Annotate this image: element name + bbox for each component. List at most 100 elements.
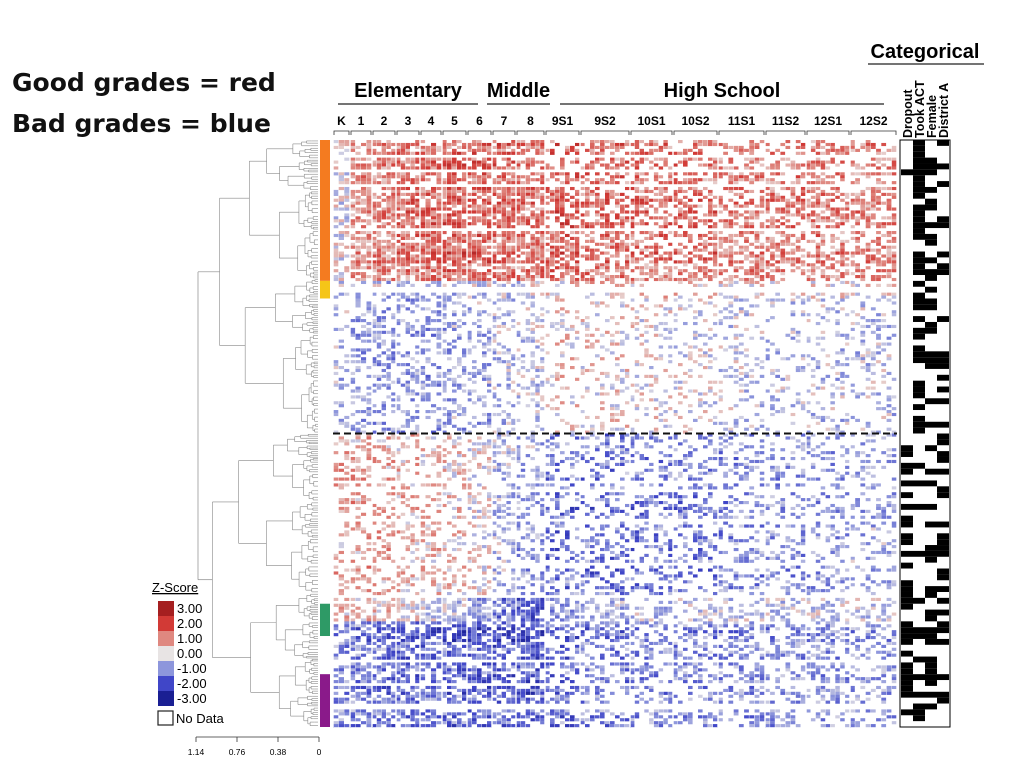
heatmap-cell: [506, 277, 511, 282]
heatmap-cell: [800, 192, 806, 196]
heatmap-cell: [396, 269, 401, 273]
heatmap-cell: [634, 210, 640, 214]
heatmap-cell: [420, 186, 426, 191]
heatmap-cell: [575, 357, 580, 361]
heatmap-cell: [361, 260, 367, 264]
heatmap-cell: [425, 210, 431, 214]
heatmap-cell: [338, 145, 344, 150]
heatmap-cell: [810, 225, 816, 229]
heatmap-cell: [713, 175, 718, 179]
heatmap-cell: [462, 269, 467, 273]
heatmap-cell: [585, 201, 590, 205]
column-bracket: [442, 130, 467, 135]
heatmap-cell: [442, 371, 447, 376]
heatmap-cell: [555, 230, 560, 235]
heatmap-cell: [462, 192, 467, 196]
heatmap-cell: [820, 269, 826, 273]
heatmap-cell: [723, 222, 728, 226]
heatmap-cell: [496, 360, 502, 364]
heatmap-cell: [850, 336, 855, 340]
heatmap-cell: [708, 257, 713, 261]
heatmap-cell: [391, 157, 396, 161]
heatmap-cell: [350, 327, 356, 331]
heatmap-cell: [344, 181, 350, 185]
heatmap-cell: [698, 151, 703, 155]
heatmap-cell: [366, 201, 372, 205]
heatmap-cell: [595, 269, 600, 273]
heatmap-cell: [775, 351, 780, 355]
heatmap-cell: [780, 277, 786, 282]
heatmap-cell: [545, 230, 550, 235]
heatmap-cell: [723, 283, 728, 287]
heatmap-cell: [723, 219, 728, 223]
heatmap-cell: [482, 213, 487, 217]
heatmap-cell: [639, 210, 644, 214]
heatmap-cell: [825, 277, 831, 282]
heatmap-cell: [376, 151, 382, 155]
heatmap-cell: [688, 351, 693, 355]
heatmap-cell: [511, 275, 516, 279]
heatmap-cell: [496, 225, 502, 229]
heatmap-cell: [501, 207, 506, 211]
heatmap-cell: [477, 145, 482, 150]
heatmap-cell: [436, 277, 442, 282]
heatmap-cell: [575, 269, 580, 273]
heatmap-cell: [565, 327, 570, 331]
heatmap-cell: [530, 216, 535, 220]
heatmap-cell: [876, 260, 881, 264]
heatmap-cell: [442, 283, 447, 287]
heatmap-cell: [431, 254, 437, 258]
heatmap-cell: [876, 336, 881, 340]
heatmap-cell: [754, 172, 760, 176]
heatmap-cell: [400, 142, 406, 147]
heatmap-cell: [501, 151, 506, 155]
heatmap-cell: [338, 230, 344, 235]
heatmap-cell: [467, 348, 472, 352]
heatmap-cell: [800, 263, 806, 267]
heatmap-cell: [620, 266, 625, 270]
heatmap-cell: [754, 254, 760, 258]
heatmap-cell: [815, 198, 821, 202]
heatmap-cell: [575, 336, 580, 340]
heatmap-cell: [830, 219, 835, 223]
heatmap-cell: [585, 189, 590, 194]
heatmap-cell: [708, 192, 713, 196]
heatmap-cell: [520, 151, 526, 155]
heatmap-cell: [815, 151, 821, 155]
column-label: 12S1: [814, 114, 842, 128]
heatmap-cell: [535, 248, 540, 252]
heatmap-cell: [759, 257, 765, 261]
heatmap-cell: [590, 277, 595, 282]
heatmap-cell: [501, 142, 506, 147]
heatmap-cell: [350, 275, 356, 279]
heatmap-cell: [333, 363, 339, 367]
heatmap-cell: [815, 366, 821, 370]
heatmap-cell: [386, 198, 391, 202]
heatmap-cell: [698, 266, 703, 270]
heatmap-cell: [496, 195, 502, 199]
heatmap-cell: [355, 181, 361, 185]
heatmap-cell: [590, 151, 595, 155]
heatmap-cell: [410, 210, 415, 214]
heatmap-cell: [555, 251, 560, 255]
heatmap-cell: [436, 222, 442, 226]
heatmap-cell: [886, 201, 892, 205]
heatmap-cell: [610, 145, 615, 150]
heatmap-cell: [381, 210, 386, 214]
heatmap-cell: [506, 172, 511, 176]
heatmap-cell: [780, 239, 786, 243]
heatmap-cell: [881, 263, 887, 267]
heatmap-cell: [806, 313, 811, 317]
heatmap-cell: [840, 192, 845, 196]
heatmap-cell: [482, 157, 487, 161]
heatmap-cell: [595, 198, 600, 202]
heatmap-cell: [496, 219, 502, 223]
heatmap-cell: [678, 140, 683, 144]
heatmap-cell: [555, 321, 560, 326]
heatmap-cell: [815, 163, 821, 167]
heatmap-cell: [487, 195, 492, 199]
heatmap-cell: [511, 357, 516, 361]
heatmap-cell: [585, 148, 590, 152]
heatmap-cell: [366, 327, 372, 331]
heatmap-cell: [810, 368, 816, 373]
